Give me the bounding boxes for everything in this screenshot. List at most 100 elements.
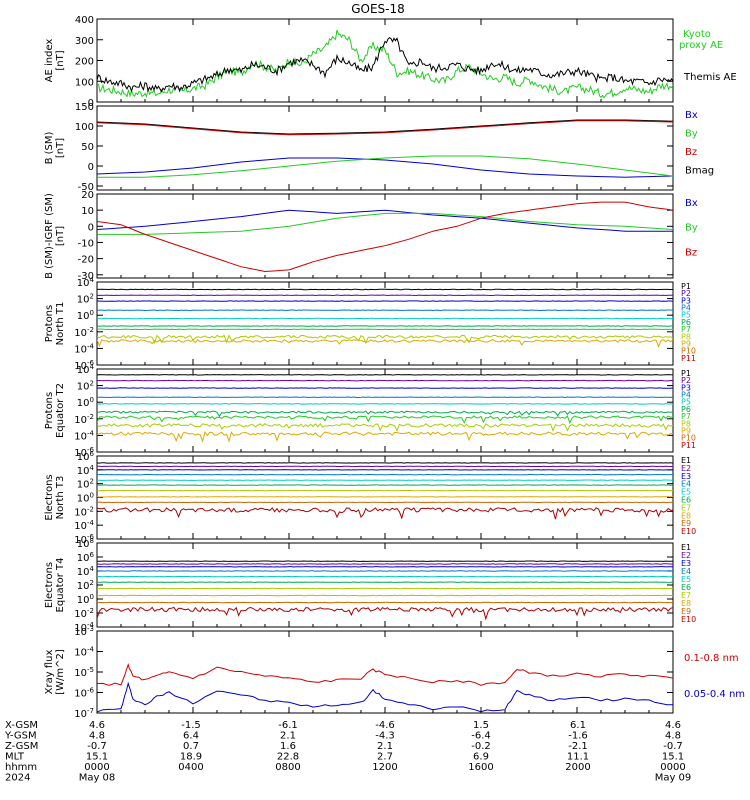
y-tick-label: 10-4: [74, 342, 94, 355]
y-tick-label: 50: [81, 142, 94, 153]
panel-frame: [96, 105, 674, 191]
footer-value: -2.1: [568, 741, 588, 752]
y-tick-label: -10: [78, 238, 94, 249]
footer-value: 4.6: [89, 720, 105, 731]
series-line: [97, 423, 673, 432]
y-tick-label: 100: [75, 122, 94, 133]
y-tick-label: 10-2: [74, 413, 94, 426]
y-axis-unit: Equator T2: [55, 383, 66, 438]
legend-item: E6: [681, 496, 691, 505]
series-group: [97, 288, 673, 348]
series-line: [97, 681, 673, 713]
legend-item: P11: [681, 354, 696, 363]
panel-8: 10-3 10-4 10-5 10-6 10-7 Xray flux [W/m^2] 0.1-…: [44, 625, 745, 720]
y-tick-label: 0: [88, 222, 94, 233]
panel-2: -50 0 50 100 150 B (SM) [nT] Bx By Bz Bmag: [44, 102, 714, 193]
y-tick-label: 102: [77, 380, 94, 393]
y-tick-label: 104: [77, 565, 95, 578]
legend-item: P6: [681, 318, 691, 327]
y-tick-label: 104: [77, 276, 95, 289]
y-tick-label: 10-3: [74, 625, 94, 638]
y-tick-label: 0: [88, 98, 94, 109]
series-line: [97, 317, 673, 320]
y-tick-label: 100: [77, 593, 94, 606]
y-tick-label: 10-5: [74, 666, 94, 679]
panel-5: 104 102 100 10-2 10-4 10-6 Protons Equator T2 P1…: [44, 363, 696, 459]
legend-item: Bx: [685, 110, 698, 121]
legend-item: E7: [681, 503, 691, 512]
legend-item: P1: [681, 282, 691, 291]
panel-frame: [96, 368, 674, 453]
footer-value: 4.8: [665, 731, 681, 742]
footer-value: 2.1: [280, 731, 296, 742]
series-line: [97, 325, 673, 327]
footer-value: 1.5: [473, 720, 489, 731]
footer-value: 6.9: [473, 752, 489, 763]
y-tick-label: 10-6: [74, 359, 94, 372]
footer-value: 18.9: [180, 752, 202, 763]
y-tick-label: 0: [88, 162, 94, 173]
legend-item: Bz: [685, 247, 697, 258]
series-line: [97, 209, 673, 232]
series-line: [97, 157, 673, 178]
ephemeris-footer: X-GSM 4.6 -1.5 -6.1 -4.6 1.5 6.1 4.6 Y-GSM 4.8 6.4…: [4, 720, 691, 784]
y-tick-label: 200: [75, 57, 94, 68]
footer-value: 15.1: [662, 752, 684, 763]
series-line: [97, 374, 673, 376]
series-group: [97, 560, 673, 621]
series-line: [97, 415, 673, 425]
legend-item: E1: [681, 543, 691, 552]
legend-item: P8: [681, 419, 691, 428]
footer-value: 6.1: [570, 720, 586, 731]
panel-frame: [96, 455, 674, 540]
y-axis-unit: [nT]: [55, 50, 66, 70]
y-axis-label: Protons: [44, 305, 55, 342]
footer-value: 0400: [178, 762, 203, 773]
legend-item: P11: [681, 441, 696, 450]
footer-row-label: X-GSM: [5, 720, 38, 731]
series-line: [97, 328, 673, 331]
legend-item: P7: [681, 412, 691, 421]
legend-item: Bz: [685, 147, 697, 158]
legend-item: E3: [681, 559, 691, 568]
legend-item: E2: [681, 551, 691, 560]
legend-item: E9: [681, 519, 691, 528]
series-line: [97, 288, 673, 291]
y-tick-label: -30: [78, 271, 94, 282]
y-tick-label: 10-2: [74, 326, 94, 339]
series-line: [97, 410, 673, 418]
y-tick-label: 10-4: [74, 429, 94, 442]
panel-frame: [96, 542, 674, 628]
legend-item: P3: [681, 383, 691, 392]
footer-value: 0.7: [183, 741, 199, 752]
y-axis-unit: North T3: [55, 476, 66, 520]
y-axis-label: B (SM)-IGRF (SM): [44, 193, 55, 279]
footer-value: 1600: [468, 762, 493, 773]
footer-value: 1200: [372, 762, 397, 773]
series-line: [97, 36, 673, 93]
legend-item: P6: [681, 405, 691, 414]
plot-title: GOES-18: [351, 2, 405, 16]
y-tick-label: 102: [77, 478, 94, 491]
y-tick-label: -50: [78, 182, 94, 193]
footer-row-label: MLT: [5, 752, 25, 763]
legend-item: 0.05-0.4 nm: [684, 689, 745, 700]
y-tick-label: -20: [78, 255, 94, 266]
legend-item: E1: [681, 456, 691, 465]
y-tick-label: 10-6: [74, 687, 94, 700]
series-line: [97, 387, 673, 389]
footer-value: 0800: [275, 762, 300, 773]
series-line: [97, 201, 673, 273]
legend-item: E4: [681, 480, 691, 489]
y-tick-label: 150: [75, 102, 94, 113]
footer-value: 2.1: [377, 741, 393, 752]
footer-row-label: Z-GSM: [5, 741, 38, 752]
y-axis-unit: [nT]: [55, 226, 66, 246]
y-axis-unit: North T1: [55, 302, 66, 346]
footer-value: 0000: [84, 762, 109, 773]
legend-item: E2: [681, 464, 691, 473]
footer-value: May 09: [655, 773, 692, 784]
